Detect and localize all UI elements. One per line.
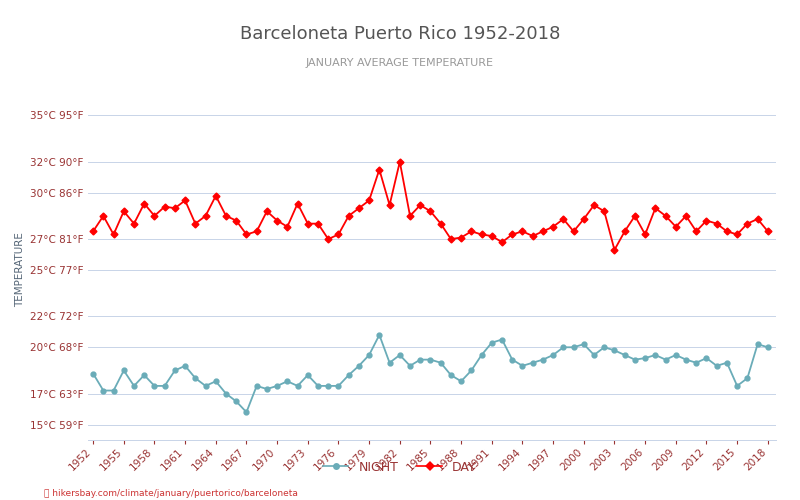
Text: JANUARY AVERAGE TEMPERATURE: JANUARY AVERAGE TEMPERATURE (306, 58, 494, 68)
Legend: NIGHT, DAY: NIGHT, DAY (318, 456, 482, 479)
Text: Barceloneta Puerto Rico 1952-2018: Barceloneta Puerto Rico 1952-2018 (240, 25, 560, 43)
Y-axis label: TEMPERATURE: TEMPERATURE (14, 232, 25, 308)
Text: 📍 hikersbay.com/climate/january/puertorico/barceloneta: 📍 hikersbay.com/climate/january/puertori… (44, 488, 298, 498)
